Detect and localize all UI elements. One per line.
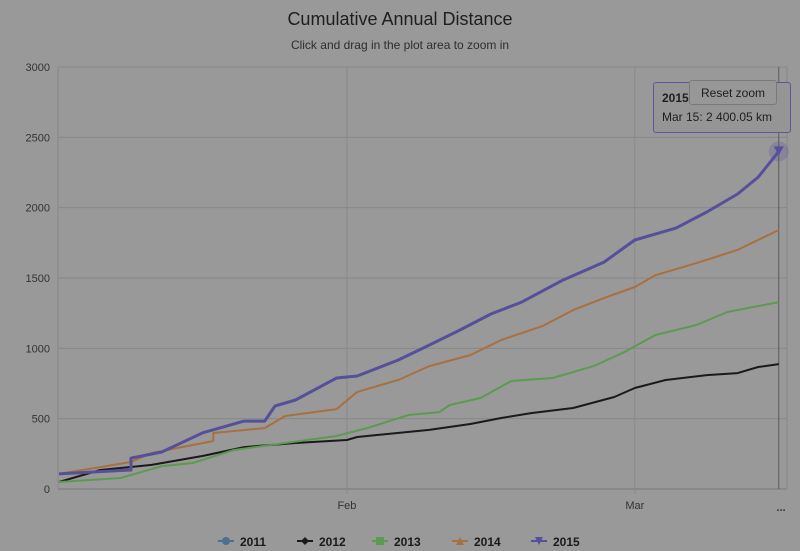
series-line-2012 xyxy=(58,363,779,483)
legend-triangle-down-icon xyxy=(535,537,543,545)
y-tick-label: 2500 xyxy=(26,132,50,144)
series-line-2015 xyxy=(58,150,780,476)
legend-item-2014[interactable]: 2014 xyxy=(474,535,501,549)
chart-title: Cumulative Annual Distance xyxy=(287,9,512,29)
legend-item-2012[interactable]: 2012 xyxy=(319,535,346,549)
series-line-2014 xyxy=(58,229,780,475)
chart-subtitle: Click and drag in the plot area to zoom … xyxy=(291,38,509,52)
legend-item-2011[interactable]: 2011 xyxy=(240,535,266,549)
legend-circle-icon xyxy=(222,537,230,545)
y-tick-label: 1500 xyxy=(26,273,50,285)
plot-area[interactable] xyxy=(58,67,789,489)
tooltip-value: Mar 15: 2 400.05 km xyxy=(662,110,773,124)
context-menu-button[interactable]: ... xyxy=(776,502,785,514)
x-tick-label: Mar xyxy=(625,500,644,512)
y-axis: 0 500 1000 1500 2000 2500 3000 xyxy=(26,62,50,496)
series-line-2013 xyxy=(58,301,779,483)
legend-item-2015[interactable]: 2015 xyxy=(553,535,580,549)
legend-triangle-icon xyxy=(456,537,464,545)
legend-square-icon xyxy=(376,537,384,545)
tooltip-series: 2015 xyxy=(662,91,689,105)
grid xyxy=(57,66,788,494)
x-tick-label: Feb xyxy=(337,500,356,512)
x-axis: Feb Mar xyxy=(337,500,644,512)
legend: 2011 2012 2013 2014 2015 xyxy=(218,535,580,549)
legend-item-2013[interactable]: 2013 xyxy=(394,535,421,549)
y-tick-label: 2000 xyxy=(26,203,50,215)
y-tick-label: 0 xyxy=(44,484,50,496)
y-tick-label: 500 xyxy=(32,414,50,426)
legend-diamond-icon xyxy=(301,537,309,545)
hover-marker xyxy=(773,146,784,156)
y-tick-label: 3000 xyxy=(26,62,50,74)
y-tick-label: 1000 xyxy=(26,343,50,355)
reset-zoom-button[interactable]: Reset zoom xyxy=(689,80,777,105)
